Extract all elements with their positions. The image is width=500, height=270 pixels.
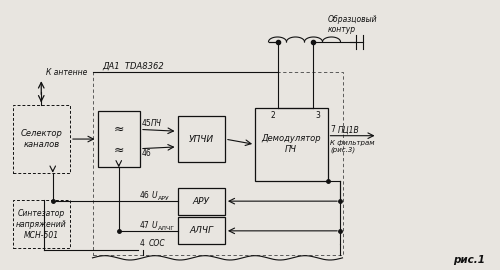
Text: 3: 3 (315, 111, 320, 120)
Bar (178, 188, 225, 215)
Text: 46: 46 (140, 191, 150, 200)
Text: Образцовый
контур: Образцовый контур (328, 15, 377, 34)
Text: СОС: СОС (149, 239, 166, 248)
Bar (178, 217, 225, 244)
Bar (255, 108, 328, 181)
Text: 45: 45 (142, 119, 152, 128)
Text: 47: 47 (140, 221, 150, 229)
Text: К фильтрам
(рис.3): К фильтрам (рис.3) (330, 140, 374, 153)
Text: 46: 46 (142, 150, 152, 158)
Text: рис.1: рис.1 (453, 255, 485, 265)
Text: 2: 2 (270, 111, 275, 120)
Text: ДА1  ТDA8362: ДА1 ТDA8362 (102, 61, 164, 70)
Text: U: U (152, 221, 157, 230)
Text: Селектор
каналов: Селектор каналов (20, 129, 62, 149)
Text: Синтезатор
напряжений
МСН-501: Синтезатор напряжений МСН-501 (16, 208, 66, 240)
Text: ПЦ1В: ПЦ1В (338, 125, 359, 134)
Bar (178, 116, 225, 162)
Text: ≈: ≈ (114, 123, 124, 136)
Text: К антенне: К антенне (46, 68, 88, 77)
Text: Демодулятор
ПЧ: Демодулятор ПЧ (262, 134, 321, 154)
Text: АРУ: АРУ (192, 197, 210, 206)
Text: УПЧИ: УПЧИ (188, 134, 214, 144)
Bar (12, 200, 70, 248)
Text: АРУ: АРУ (158, 196, 169, 201)
Bar (98, 111, 140, 167)
Text: U: U (152, 191, 157, 200)
Bar (12, 105, 70, 173)
Text: АЛЧГ: АЛЧГ (189, 226, 213, 235)
Bar (92, 72, 342, 255)
Text: ≈: ≈ (114, 144, 124, 157)
Text: 7: 7 (330, 125, 335, 134)
Text: 4: 4 (140, 239, 145, 248)
Text: ПЧ: ПЧ (151, 119, 162, 128)
Text: АЛЧГ: АЛЧГ (158, 225, 174, 231)
